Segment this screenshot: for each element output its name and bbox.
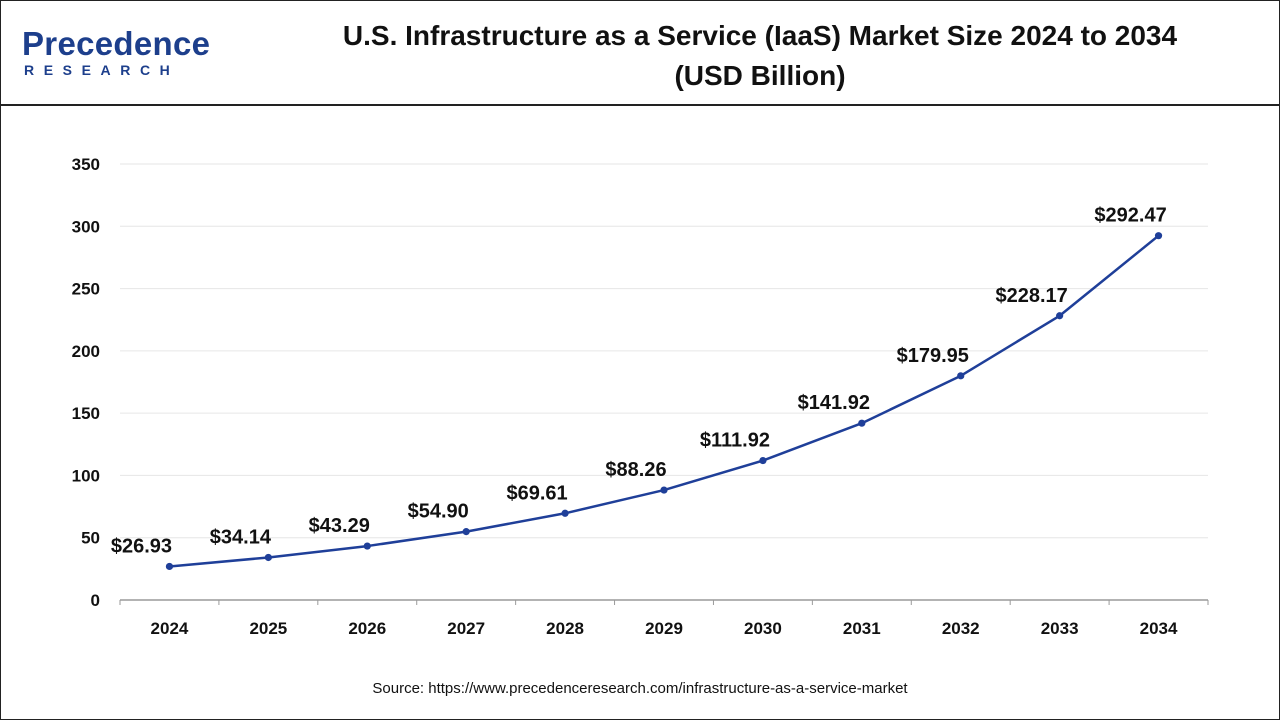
x-tick-label-2034: 2034 [1140, 619, 1178, 638]
x-tick-label-2030: 2030 [744, 619, 782, 638]
y-axis-ticks: 0 50 100 150 200 250 300 350 [72, 155, 100, 610]
series-layer [165, 232, 1163, 571]
x-tick-label-2025: 2025 [249, 619, 287, 638]
data-point-2031 [858, 419, 866, 427]
grid-lines [120, 163, 1208, 539]
data-label-2029: $88.26 [605, 459, 666, 481]
data-point-2032 [957, 372, 965, 380]
x-tick-label-2027: 2027 [447, 619, 485, 638]
data-point-2034 [1154, 232, 1163, 240]
brand-logo: Precedence RESEARCH [22, 26, 222, 86]
data-point-2029 [660, 486, 668, 494]
data-label-2033: $228.17 [995, 285, 1067, 307]
data-label-2028: $69.61 [507, 482, 568, 504]
logo-wordmark: Precedence [22, 25, 211, 62]
x-tick-label-2031: 2031 [843, 619, 881, 638]
chart-title-line-2: (USD Billion) [674, 60, 846, 91]
data-point-2030 [759, 456, 767, 465]
data-label-2025: $34.14 [210, 526, 272, 548]
y-tick-label-150: 150 [72, 404, 100, 423]
y-tick-label-200: 200 [72, 342, 100, 361]
data-label-2031: $141.92 [798, 392, 870, 414]
y-tick-label-250: 250 [72, 280, 100, 299]
logo-subtitle: RESEARCH [24, 62, 180, 78]
chart-title-line-1: U.S. Infrastructure as a Service (IaaS) … [342, 20, 1178, 51]
header: Precedence RESEARCH U.S. Infrastructure … [0, 0, 1280, 106]
chart-title: U.S. Infrastructure as a Service (IaaS) … [260, 16, 1260, 96]
data-label-2024: $26.93 [111, 535, 172, 557]
y-tick-label-0: 0 [91, 591, 100, 610]
data-label-2032: $179.95 [897, 345, 969, 367]
x-tick-label-2032: 2032 [942, 619, 980, 638]
y-tick-label-50: 50 [81, 529, 100, 548]
x-tick-label-2028: 2028 [546, 619, 584, 638]
data-point-2033 [1056, 312, 1064, 320]
x-tick-label-2029: 2029 [645, 619, 683, 638]
data-point-2027 [462, 528, 470, 536]
y-tick-label-100: 100 [72, 466, 100, 485]
x-tick-label-2033: 2033 [1041, 619, 1079, 638]
data-label-2034: $292.47 [1094, 205, 1166, 227]
y-tick-label-300: 300 [72, 217, 100, 236]
source-note: Source: https://www.precedenceresearch.c… [372, 680, 908, 697]
data-point-2024 [165, 562, 174, 571]
x-tick-label-2026: 2026 [348, 619, 386, 638]
data-label-2027: $54.90 [408, 501, 469, 523]
data-labels: $26.93 $34.14 $43.29 $54.90 $69.61 $88.26 $111… [111, 205, 1167, 558]
data-point-2026 [363, 542, 371, 550]
data-label-2026: $43.29 [309, 515, 370, 537]
data-point-2025 [264, 553, 272, 562]
x-axis-ticks: 2024 2025 2026 2027 2028 2029 2030 2031 2032 2033… [119, 600, 1209, 638]
x-tick-label-2024: 2024 [151, 619, 189, 638]
data-point-2028 [561, 509, 569, 517]
data-label-2030: $111.92 [700, 430, 770, 452]
y-tick-label-350: 350 [72, 155, 100, 174]
